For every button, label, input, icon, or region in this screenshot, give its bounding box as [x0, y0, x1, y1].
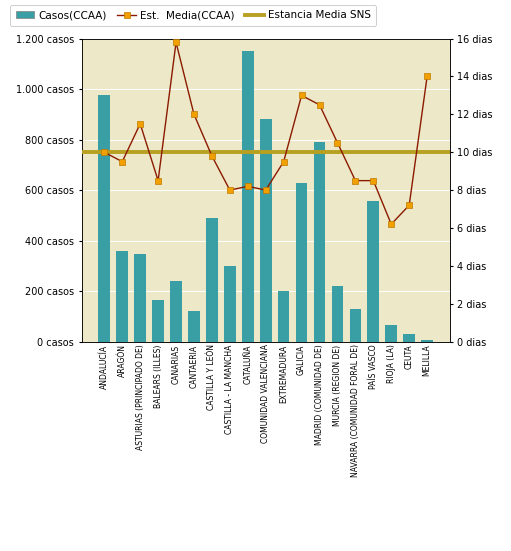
- Bar: [314, 142, 326, 342]
- Bar: [296, 182, 308, 342]
- Bar: [350, 309, 361, 342]
- Bar: [224, 266, 236, 342]
- Bar: [134, 255, 146, 342]
- Bar: [117, 251, 128, 342]
- Bar: [188, 311, 200, 342]
- Bar: [170, 281, 182, 342]
- Bar: [99, 95, 110, 342]
- Bar: [403, 334, 415, 342]
- Bar: [152, 300, 164, 342]
- Bar: [332, 286, 343, 342]
- Bar: [206, 218, 218, 342]
- Bar: [242, 51, 253, 342]
- Legend: Casos(CCAA), Est.  Media(CCAA), Estancia Media SNS: Casos(CCAA), Est. Media(CCAA), Estancia …: [10, 5, 376, 26]
- Bar: [421, 341, 433, 342]
- Bar: [278, 291, 290, 342]
- Bar: [260, 120, 271, 342]
- Bar: [367, 202, 379, 342]
- Bar: [385, 325, 397, 342]
